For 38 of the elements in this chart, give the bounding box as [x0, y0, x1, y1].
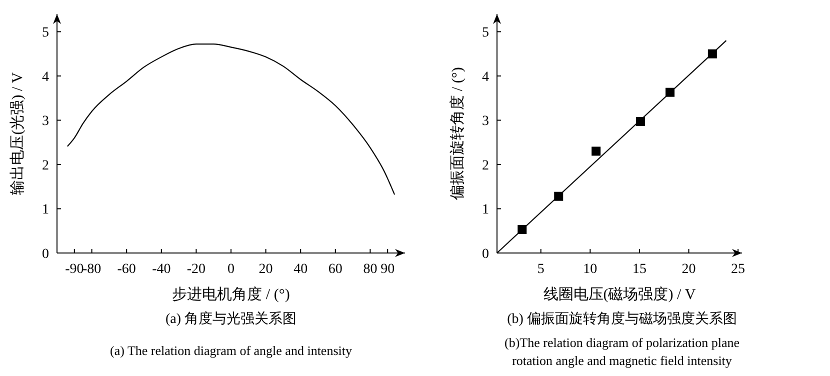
- line-series: [66, 44, 396, 196]
- x-tick-label: 20: [258, 262, 273, 277]
- text: (b) 偏振面旋转角度与磁场强度关系图: [507, 311, 737, 327]
- y-tick-label: 0: [42, 247, 49, 262]
- x-tick-label: 60: [328, 262, 342, 277]
- y-tick-label: 1: [482, 202, 489, 218]
- y-axis-title: 输出电压(光强) / V: [9, 72, 26, 195]
- y-tick-label: 1: [42, 202, 49, 218]
- x-tick-label: -60: [117, 262, 136, 277]
- text: (b)The relation diagram of polarization plane rotation angle and magnetic field intensity: [504, 335, 740, 368]
- y-tick-label: 5: [42, 26, 49, 41]
- x-tick-label: -20: [186, 262, 206, 277]
- x-tick-label: -90: [65, 262, 84, 277]
- x-tick-label: 15: [632, 262, 646, 277]
- x-tick-label: 0: [228, 262, 234, 277]
- x-axis-title: 步进电机角度 / (°): [172, 286, 290, 303]
- text: (a) The relation diagram of angle and intensity: [110, 343, 352, 358]
- x-tick-label: 10: [583, 262, 598, 277]
- x-axis-title: 线圈电压(磁场强度) / V: [543, 286, 696, 303]
- x-tick-label: 40: [294, 262, 308, 277]
- y-tick-label: 4: [42, 70, 49, 85]
- y-tick-label: 5: [482, 26, 489, 41]
- y-tick-label: 4: [482, 70, 489, 85]
- x-tick-label: 20: [682, 262, 696, 277]
- x-tick-label: -40: [152, 262, 171, 277]
- x-tick-label: 5: [537, 262, 544, 277]
- y-tick-label: 3: [42, 114, 49, 130]
- x-tick-label: 25: [731, 262, 746, 277]
- y-tick-label: 3: [482, 114, 489, 130]
- y-tick-label: 2: [42, 158, 49, 174]
- y-tick-label: 0: [482, 247, 489, 262]
- x-tick-label: 80: [363, 262, 378, 277]
- point: [592, 146, 601, 156]
- text: (a) 角度与光强关系图: [165, 311, 297, 327]
- x-tick-label: -80: [82, 262, 102, 277]
- y-tick-label: 2: [482, 158, 489, 174]
- x-tick-label: 90: [380, 262, 395, 277]
- y-axis-title: 偏振面旋转角度 / (°): [449, 67, 466, 200]
